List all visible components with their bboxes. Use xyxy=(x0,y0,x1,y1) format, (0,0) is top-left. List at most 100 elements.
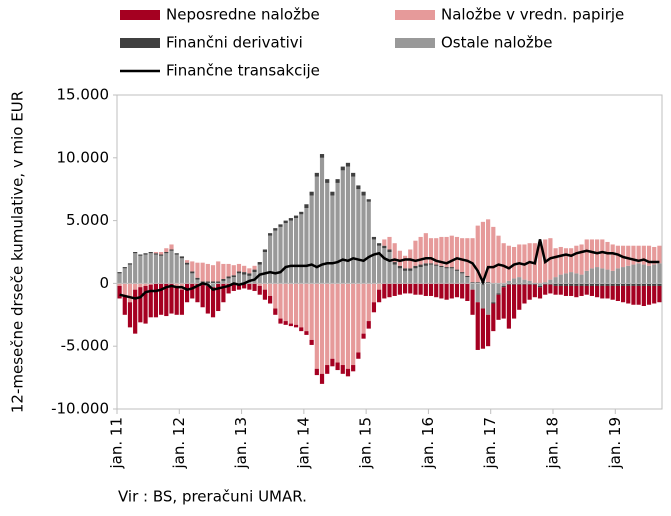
bar xyxy=(377,289,382,303)
bar xyxy=(143,283,148,286)
bar xyxy=(652,264,657,284)
bar xyxy=(491,283,496,303)
bar xyxy=(558,283,563,286)
bar xyxy=(133,283,138,290)
bar xyxy=(184,283,190,303)
bar xyxy=(257,262,262,265)
bar xyxy=(620,285,626,303)
bar xyxy=(646,245,652,266)
bar xyxy=(501,243,506,284)
bar xyxy=(184,262,190,265)
bar xyxy=(584,285,589,295)
bar xyxy=(216,281,221,284)
bar xyxy=(501,285,506,288)
bar xyxy=(273,228,278,231)
bar xyxy=(387,236,392,250)
bar xyxy=(402,283,408,294)
bar xyxy=(159,283,164,315)
legend-swatch xyxy=(120,10,160,20)
bar xyxy=(377,283,382,290)
bar xyxy=(257,283,262,286)
bar xyxy=(169,249,174,251)
bar xyxy=(563,285,569,296)
bar xyxy=(465,277,470,284)
bar xyxy=(179,258,184,284)
bar xyxy=(387,249,392,252)
bar xyxy=(314,176,319,284)
bar xyxy=(351,365,356,372)
bar xyxy=(522,279,527,284)
bar xyxy=(304,204,309,209)
bar xyxy=(501,287,506,319)
bar xyxy=(325,182,330,284)
bar xyxy=(216,261,221,282)
bar xyxy=(148,283,153,285)
bar xyxy=(537,241,543,284)
bar xyxy=(164,248,169,252)
bar xyxy=(397,283,402,295)
bar xyxy=(584,270,589,284)
x-tick-label: jan. 14 xyxy=(294,417,312,470)
bar xyxy=(242,272,247,275)
bar xyxy=(454,270,460,284)
bar xyxy=(475,283,480,303)
bar xyxy=(309,191,314,196)
bar xyxy=(345,283,351,369)
bar xyxy=(226,283,231,294)
bar xyxy=(444,268,449,284)
bar xyxy=(657,285,662,303)
bar xyxy=(247,283,252,290)
bar xyxy=(179,256,184,259)
bar xyxy=(569,283,574,286)
bar xyxy=(210,281,216,284)
bar xyxy=(293,324,299,328)
bar xyxy=(439,283,444,299)
bar xyxy=(605,241,610,270)
bar xyxy=(413,240,418,266)
bar xyxy=(309,339,314,345)
bar xyxy=(480,221,486,283)
bar xyxy=(615,285,620,301)
bar xyxy=(636,245,641,264)
bar xyxy=(600,283,605,286)
bar xyxy=(574,285,579,298)
bar xyxy=(283,220,288,224)
legend-label: Naložbe v vredn. papirje xyxy=(441,6,624,24)
bar xyxy=(522,284,527,304)
bar xyxy=(340,283,345,366)
bar xyxy=(335,179,340,183)
bar xyxy=(153,283,159,318)
bar xyxy=(371,236,377,240)
bar xyxy=(532,284,537,298)
bar xyxy=(543,284,548,295)
bar xyxy=(413,283,418,295)
bar xyxy=(506,283,511,285)
bar xyxy=(325,179,330,183)
bar xyxy=(138,283,143,288)
bar xyxy=(460,272,465,274)
bar xyxy=(164,253,169,284)
bar xyxy=(584,283,589,286)
bar xyxy=(242,283,247,289)
bar xyxy=(122,268,127,284)
bar xyxy=(631,285,636,305)
bar xyxy=(595,283,600,286)
bar xyxy=(449,267,454,269)
bar xyxy=(543,282,548,284)
bar xyxy=(428,283,434,296)
bar xyxy=(423,265,428,284)
bar xyxy=(548,279,553,284)
bar xyxy=(356,185,361,190)
bar xyxy=(574,283,579,286)
bar xyxy=(465,275,470,278)
legend-swatch xyxy=(395,10,435,20)
bar xyxy=(299,214,304,284)
bar xyxy=(418,264,423,268)
x-tick-label: jan. 16 xyxy=(419,417,437,470)
bar xyxy=(195,283,200,303)
bar xyxy=(340,170,345,284)
bar xyxy=(569,248,574,273)
bar xyxy=(408,270,413,284)
bar xyxy=(356,352,361,359)
bar xyxy=(138,254,143,256)
